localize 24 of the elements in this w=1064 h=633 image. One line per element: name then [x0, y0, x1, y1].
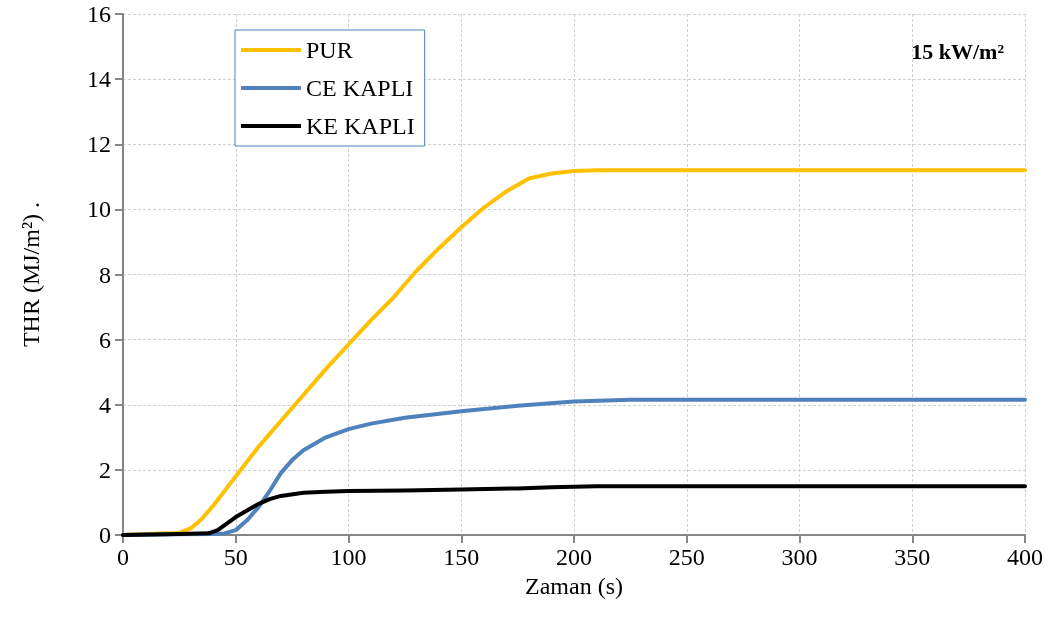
x-tick-label: 100 — [330, 544, 367, 570]
y-tick-label: 12 — [87, 131, 111, 158]
x-tick-label: 250 — [668, 544, 705, 570]
x-tick-label: 350 — [894, 544, 931, 570]
x-tick-label: 50 — [223, 544, 248, 570]
y-tick-label: 16 — [87, 1, 111, 27]
y-tick-label: 8 — [99, 261, 111, 288]
x-tick-label: 0 — [117, 544, 129, 570]
legend-label: CE KAPLI — [306, 75, 414, 101]
x-tick-label: 200 — [556, 544, 592, 570]
legend-label: PUR — [306, 37, 353, 63]
x-tick-label: 300 — [781, 544, 818, 570]
legend-label: KE KAPLI — [306, 113, 415, 139]
y-tick-label: 10 — [87, 196, 111, 223]
y-tick-label: 14 — [87, 66, 111, 93]
annotation: 15 kW/m² — [911, 38, 1005, 64]
x-tick-label: 150 — [443, 544, 480, 570]
x-tick-label: 400 — [1007, 544, 1043, 570]
y-axis-title: THR (MJ/m²) . — [18, 201, 44, 348]
y-tick-label: 4 — [99, 391, 111, 418]
y-tick-label: 0 — [99, 522, 111, 548]
x-axis-title: Zaman (s) — [525, 572, 623, 599]
y-tick-label: 6 — [99, 326, 111, 353]
y-tick-label: 2 — [99, 456, 111, 483]
